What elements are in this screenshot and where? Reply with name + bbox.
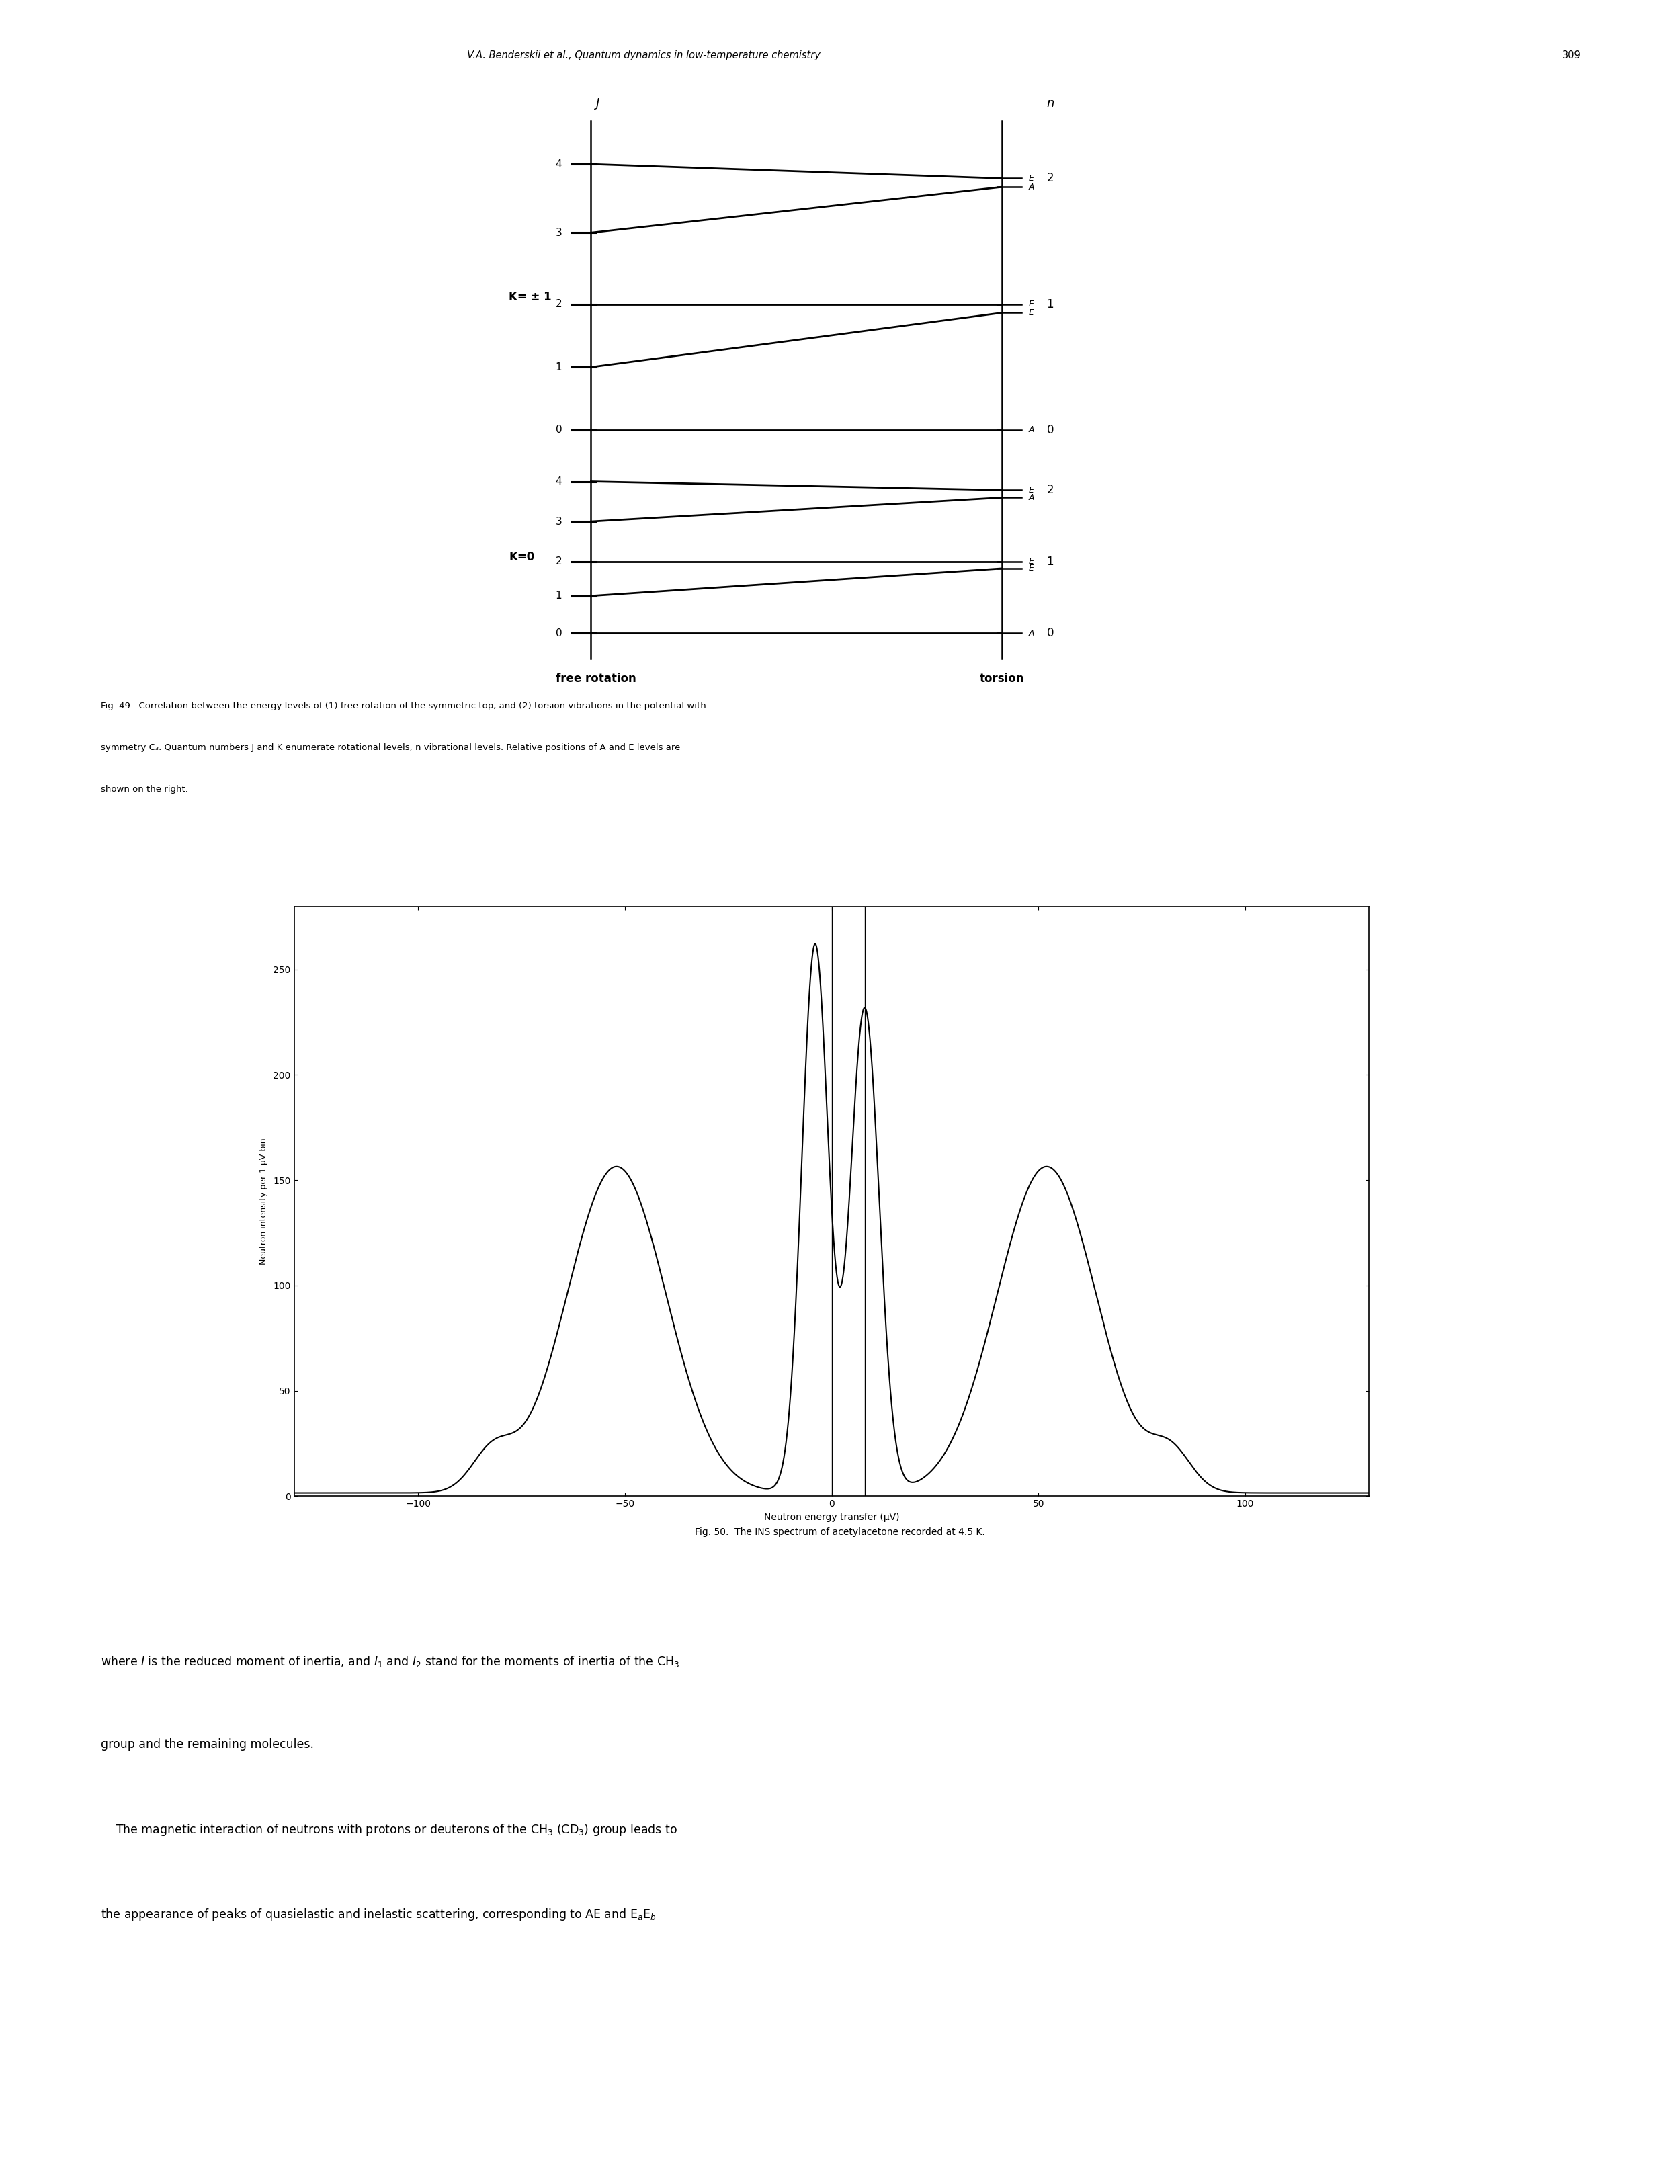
Text: E: E	[1028, 299, 1033, 308]
Text: 3: 3	[556, 518, 563, 526]
Text: A: A	[1028, 629, 1035, 638]
Text: 0: 0	[556, 629, 563, 638]
Text: J: J	[596, 98, 600, 109]
Text: E: E	[1028, 175, 1033, 183]
Text: 3: 3	[556, 227, 563, 238]
Text: 1: 1	[1047, 555, 1053, 568]
Text: group and the remaining molecules.: group and the remaining molecules.	[101, 1738, 314, 1752]
Text: E: E	[1028, 485, 1033, 494]
Text: free rotation: free rotation	[556, 673, 637, 684]
Text: E: E	[1028, 308, 1033, 317]
Text: The magnetic interaction of neutrons with protons or deuterons of the CH$_3$ (CD: The magnetic interaction of neutrons wit…	[101, 1824, 677, 1837]
Text: the appearance of peaks of quasielastic and inelastic scattering, corresponding : the appearance of peaks of quasielastic …	[101, 1907, 657, 1922]
Text: 309: 309	[1562, 50, 1581, 61]
Text: V.A. Benderskii et al., Quantum dynamics in low-temperature chemistry: V.A. Benderskii et al., Quantum dynamics…	[467, 50, 820, 61]
Text: 0: 0	[1047, 627, 1053, 640]
Text: A: A	[1028, 426, 1035, 435]
Text: 1: 1	[1047, 299, 1053, 310]
Text: 2: 2	[556, 299, 563, 310]
Text: K=0: K=0	[509, 550, 534, 563]
Text: Fig. 49.  Correlation between the energy levels of (1) free rotation of the symm: Fig. 49. Correlation between the energy …	[101, 701, 706, 710]
Text: 0: 0	[556, 426, 563, 435]
Text: E: E	[1028, 563, 1033, 572]
Text: shown on the right.: shown on the right.	[101, 784, 188, 793]
Text: 2: 2	[1047, 485, 1053, 496]
Text: torsion: torsion	[979, 673, 1025, 684]
Text: 0: 0	[1047, 424, 1053, 437]
Text: A: A	[1028, 494, 1035, 502]
X-axis label: Neutron energy transfer (μV): Neutron energy transfer (μV)	[764, 1514, 899, 1522]
Text: n: n	[1047, 98, 1053, 109]
Text: Fig. 50.  The INS spectrum of acetylacetone recorded at 4.5 K.: Fig. 50. The INS spectrum of acetylaceto…	[696, 1527, 984, 1538]
Text: 2: 2	[1047, 173, 1053, 183]
Text: 1: 1	[556, 363, 563, 371]
Text: K= ± 1: K= ± 1	[509, 290, 551, 304]
Y-axis label: Neutron intensity per 1 μV bin: Neutron intensity per 1 μV bin	[260, 1138, 269, 1265]
Text: 1: 1	[556, 592, 563, 601]
Text: 4: 4	[556, 476, 563, 487]
Text: E: E	[1028, 557, 1033, 566]
Text: symmetry C₃. Quantum numbers J and K enumerate rotational levels, n vibrational : symmetry C₃. Quantum numbers J and K enu…	[101, 743, 680, 751]
Text: 2: 2	[556, 557, 563, 566]
Text: where $I$ is the reduced moment of inertia, and $I_1$ and $I_2$ stand for the mo: where $I$ is the reduced moment of inert…	[101, 1655, 680, 1669]
Text: A: A	[1028, 183, 1035, 192]
Text: 4: 4	[556, 159, 563, 168]
